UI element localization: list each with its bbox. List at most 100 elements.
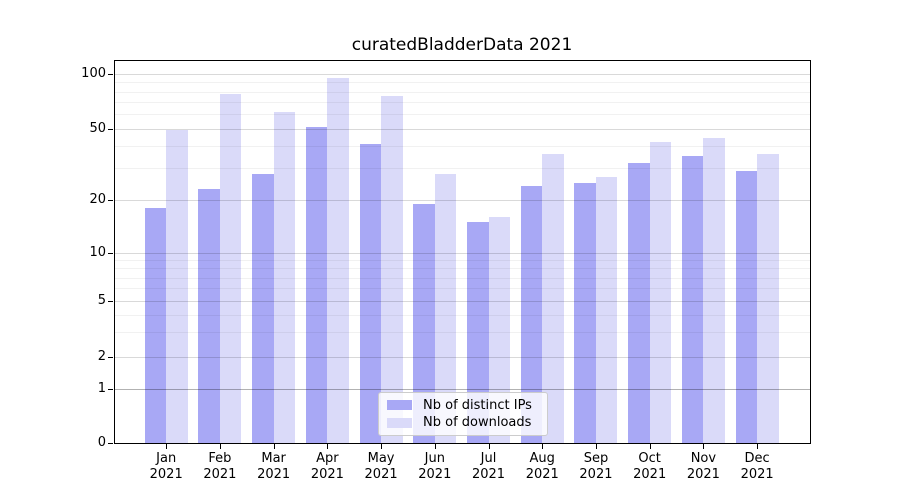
bar-downloads-apr (327, 78, 349, 443)
y-axis-tick-20 (108, 200, 113, 201)
y-tick-label-20: 20 (89, 192, 106, 207)
x-tick-year: 2021 (203, 466, 237, 482)
x-tick-year: 2021 (633, 466, 667, 482)
gridline-y-minor-4 (114, 314, 810, 316)
x-axis-tick-feb (219, 444, 221, 449)
gridline-y-minor-9 (114, 260, 810, 262)
x-tick-label-sep: Sep 2021 (564, 451, 628, 482)
chart-title: curatedBladderData 2021 (351, 35, 573, 55)
x-tick-month: May (367, 451, 395, 466)
y-axis-tick-1 (108, 388, 113, 390)
y-axis-tick-2 (108, 357, 113, 358)
gridline-y-100 (114, 74, 810, 75)
x-axis-tick-nov (703, 444, 705, 449)
x-tick-month: Dec (744, 451, 770, 466)
bar-distinct-ips-dec (735, 171, 758, 443)
gridline-y-minor-30 (114, 168, 810, 170)
y-axis-tick-100 (108, 74, 113, 75)
x-tick-month: Mar (261, 451, 286, 466)
gridline-y-minor-6 (114, 288, 810, 290)
bar-downloads-sep (595, 176, 618, 443)
x-axis-tick-mar (273, 444, 275, 449)
gridline-y-minor-80 (114, 91, 810, 93)
x-axis-tick-jun (434, 444, 436, 449)
y-tick-label-5: 5 (97, 293, 106, 308)
legend-swatch-downloads (387, 417, 412, 428)
gridline-y-50 (114, 128, 810, 130)
y-axis-tick-50 (108, 128, 113, 130)
bar-downloads-feb (219, 93, 242, 443)
x-axis-tick-may (381, 444, 383, 449)
y-axis-tick-5 (108, 301, 113, 302)
x-tick-label-aug: Aug 2021 (510, 451, 574, 482)
x-tick-year: 2021 (418, 466, 452, 482)
bar-downloads-nov (703, 138, 725, 443)
gridline-y-minor-70 (114, 102, 810, 104)
bar-distinct-ips-nov (681, 156, 704, 443)
gridline-y-5 (114, 301, 810, 302)
x-tick-month: Jun (424, 451, 445, 466)
y-tick-label-50: 50 (89, 120, 106, 136)
gridline-y-minor-40 (114, 145, 810, 147)
bar-downloads-dec (757, 154, 779, 443)
x-tick-month: Feb (208, 451, 232, 466)
x-tick-month: Sep (583, 451, 609, 466)
gridline-y-minor-3 (114, 332, 810, 334)
plot-area (114, 60, 810, 443)
x-tick-year: 2021 (471, 466, 506, 482)
y-axis-tick-0 (108, 443, 113, 444)
x-axis-tick-oct (649, 444, 651, 449)
x-tick-label-mar: Mar 2021 (242, 451, 306, 482)
bar-downloads-jan (166, 130, 188, 443)
legend-row-downloads: Nb of downloads (385, 415, 541, 430)
gridline-y-20 (114, 200, 810, 201)
x-axis-tick-sep (595, 444, 597, 449)
x-tick-month: Nov (690, 451, 717, 466)
bar-distinct-ips-apr (305, 126, 328, 443)
legend-swatch-distinct-ips (387, 400, 412, 411)
gridline-y-minor-60 (114, 114, 810, 116)
x-tick-month: Oct (638, 451, 661, 466)
x-tick-month: Jul (480, 451, 497, 466)
x-tick-label-oct: Oct 2021 (618, 451, 682, 482)
x-tick-year: 2021 (686, 466, 720, 482)
gridline-y-minor-90 (114, 82, 810, 84)
legend-label-distinct-ips: Nb of distinct IPs (423, 397, 532, 413)
x-tick-label-nov: Nov 2021 (671, 451, 735, 482)
bar-distinct-ips-jul (467, 221, 489, 443)
x-tick-year: 2021 (364, 466, 398, 482)
bar-downloads-may (381, 95, 403, 443)
x-tick-month: Jan (156, 451, 177, 466)
gridline-y-minor-7 (114, 277, 810, 279)
y-axis-tick-10 (108, 253, 113, 254)
x-axis-tick-apr (327, 444, 329, 449)
bar-distinct-ips-oct (628, 163, 650, 443)
bar-distinct-ips-jan (144, 208, 167, 443)
bar-downloads-jul (488, 217, 511, 443)
x-tick-year: 2021 (310, 466, 344, 482)
bar-downloads-jun (434, 173, 457, 443)
bar-distinct-ips-aug (520, 185, 543, 443)
x-tick-month: Apr (316, 451, 339, 466)
gridline-y-minor-8 (114, 268, 810, 270)
legend: Nb of distinct IPs Nb of downloads (378, 392, 548, 436)
x-tick-label-may: May 2021 (349, 451, 413, 482)
x-tick-label-apr: Apr 2021 (295, 451, 359, 482)
bar-distinct-ips-feb (198, 189, 220, 443)
x-tick-label-dec: Dec 2021 (725, 451, 789, 482)
x-tick-label-feb: Feb 2021 (188, 451, 252, 482)
x-axis-tick-jan (166, 444, 168, 449)
x-tick-year: 2021 (740, 466, 774, 482)
bar-distinct-ips-may (359, 143, 382, 443)
bar-downloads-mar (273, 111, 296, 443)
bar-distinct-ips-jun (413, 203, 435, 443)
bar-distinct-ips-mar (252, 173, 274, 443)
x-axis-tick-jul (488, 444, 490, 449)
x-axis-tick-dec (757, 444, 759, 449)
x-tick-year: 2021 (149, 466, 183, 482)
y-tick-label-100: 100 (81, 66, 106, 81)
x-axis-tick-aug (542, 444, 544, 449)
legend-label-downloads: Nb of downloads (423, 415, 532, 431)
legend-row-distinct-ips: Nb of distinct IPs (385, 398, 541, 413)
